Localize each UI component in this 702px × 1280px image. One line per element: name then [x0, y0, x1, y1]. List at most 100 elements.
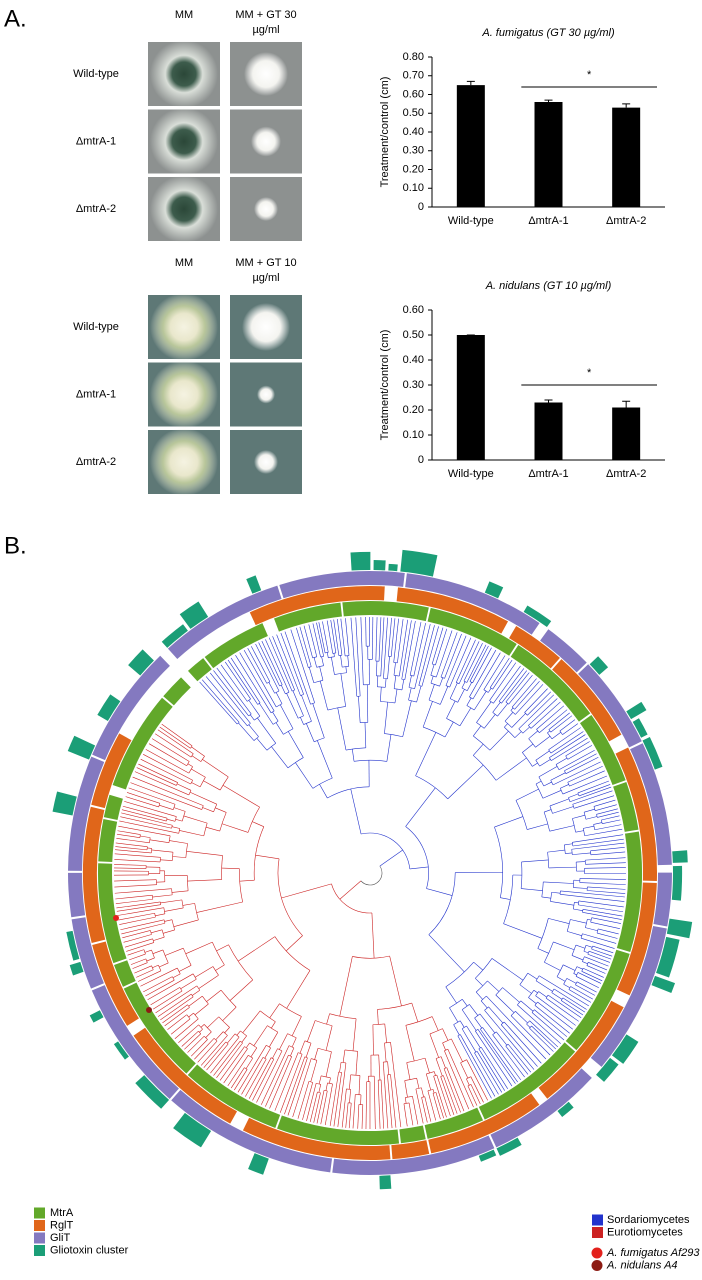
tree-branch [339, 880, 362, 900]
tree-branch [155, 985, 198, 1014]
tree-branch [462, 999, 468, 1007]
tree-branch [384, 1023, 387, 1043]
tree-branch [565, 741, 590, 757]
tree-branch [406, 1062, 411, 1080]
tree-branch [544, 962, 561, 971]
tree-branch [238, 722, 255, 741]
tree-branch [470, 1084, 481, 1105]
tree-branch [433, 1076, 447, 1118]
tree-branch [582, 912, 622, 920]
tree-branch [384, 1042, 391, 1044]
tree-branch [341, 1088, 347, 1128]
tree-branch [230, 1067, 245, 1089]
tree-branch [494, 816, 524, 828]
tree-branch [352, 955, 390, 959]
tree-branch [339, 1062, 342, 1073]
tree-branch [252, 1058, 275, 1101]
tree-branch [179, 830, 204, 837]
tree-branch [372, 1023, 385, 1025]
tree-branch [565, 756, 599, 774]
tree-branch [349, 1074, 352, 1090]
tree-branch [302, 1082, 313, 1121]
tree-branch [577, 792, 580, 797]
tree-branch [564, 753, 597, 771]
tree-branch [358, 696, 361, 723]
tree-branch [329, 1071, 339, 1126]
tree-branch [549, 757, 552, 761]
tree-branch [538, 991, 547, 998]
tree-branch [428, 934, 465, 973]
tree-branch [250, 1047, 258, 1058]
tree-branch [192, 990, 200, 996]
tree-branch [308, 624, 318, 657]
tree-branch [365, 1081, 368, 1129]
tree-branch [317, 1091, 321, 1094]
tree-branch [548, 729, 552, 733]
tree-branch [593, 799, 616, 807]
tree-branch [248, 700, 261, 717]
tree-branch [535, 780, 542, 785]
tree-branch [202, 995, 209, 1005]
tree-branch [149, 839, 170, 843]
gene-track-segment [167, 585, 282, 660]
tree-branch [582, 956, 585, 962]
tree-branch [215, 964, 225, 971]
tree-branch [567, 745, 593, 760]
tree-branch [136, 767, 177, 786]
x-tick-label: ΔmtrA-1 [528, 215, 568, 227]
tree-branch [239, 868, 243, 903]
tree-branch [242, 1010, 261, 1033]
tree-branch [535, 736, 551, 748]
tree-branch [585, 862, 626, 865]
tree-branch [184, 1033, 202, 1050]
tree-branch [166, 818, 176, 822]
tree-branch [570, 919, 587, 924]
tree-branch [150, 987, 180, 1006]
tree-branch [421, 626, 439, 687]
tree-branch [583, 825, 595, 829]
tree-branch [515, 684, 544, 715]
gene-track-ring [98, 601, 642, 1145]
tree-branch [323, 1089, 328, 1092]
tree-branch [299, 1040, 306, 1054]
tree-branch [189, 791, 217, 805]
tree-branch [535, 975, 540, 981]
tree-branch [579, 878, 626, 880]
tree-branch [574, 902, 579, 904]
tree-branch [279, 704, 294, 729]
tree-branch [510, 1015, 551, 1056]
tree-branch [593, 806, 596, 811]
tree-branch [140, 967, 178, 987]
gene-track-segment [246, 575, 262, 594]
tree-branch [360, 617, 364, 685]
tree-branch [404, 1080, 408, 1098]
tree-branch [114, 888, 172, 894]
tree-branch [442, 1028, 449, 1041]
tree-branch [460, 1034, 496, 1097]
tree-branch [424, 1096, 432, 1122]
tree-branch [287, 731, 304, 758]
legend-swatch [34, 1220, 45, 1231]
gene-track-segment [424, 1107, 484, 1139]
tree-branch [173, 807, 186, 812]
tree-branch [569, 770, 605, 787]
tree-branch [382, 1062, 389, 1129]
tree-branch [446, 1067, 465, 1112]
tree-branch [264, 1047, 271, 1059]
tree-branch [446, 718, 461, 727]
tree-branch [114, 867, 147, 869]
tree-branch [514, 731, 522, 738]
legend-swatch [591, 1260, 603, 1271]
tree-branch [449, 698, 458, 703]
tree-branch [568, 989, 592, 1003]
gene-track-segment [508, 626, 560, 669]
legend-label: RglT [50, 1219, 74, 1231]
tree-branch [597, 811, 619, 818]
tree-branch [495, 757, 527, 781]
tree-branch [431, 1016, 439, 1031]
tree-branch [591, 917, 622, 924]
tree-branch [547, 852, 550, 868]
tree-branch [475, 978, 484, 987]
tree-branch [145, 749, 190, 774]
tree-branch [409, 622, 422, 676]
